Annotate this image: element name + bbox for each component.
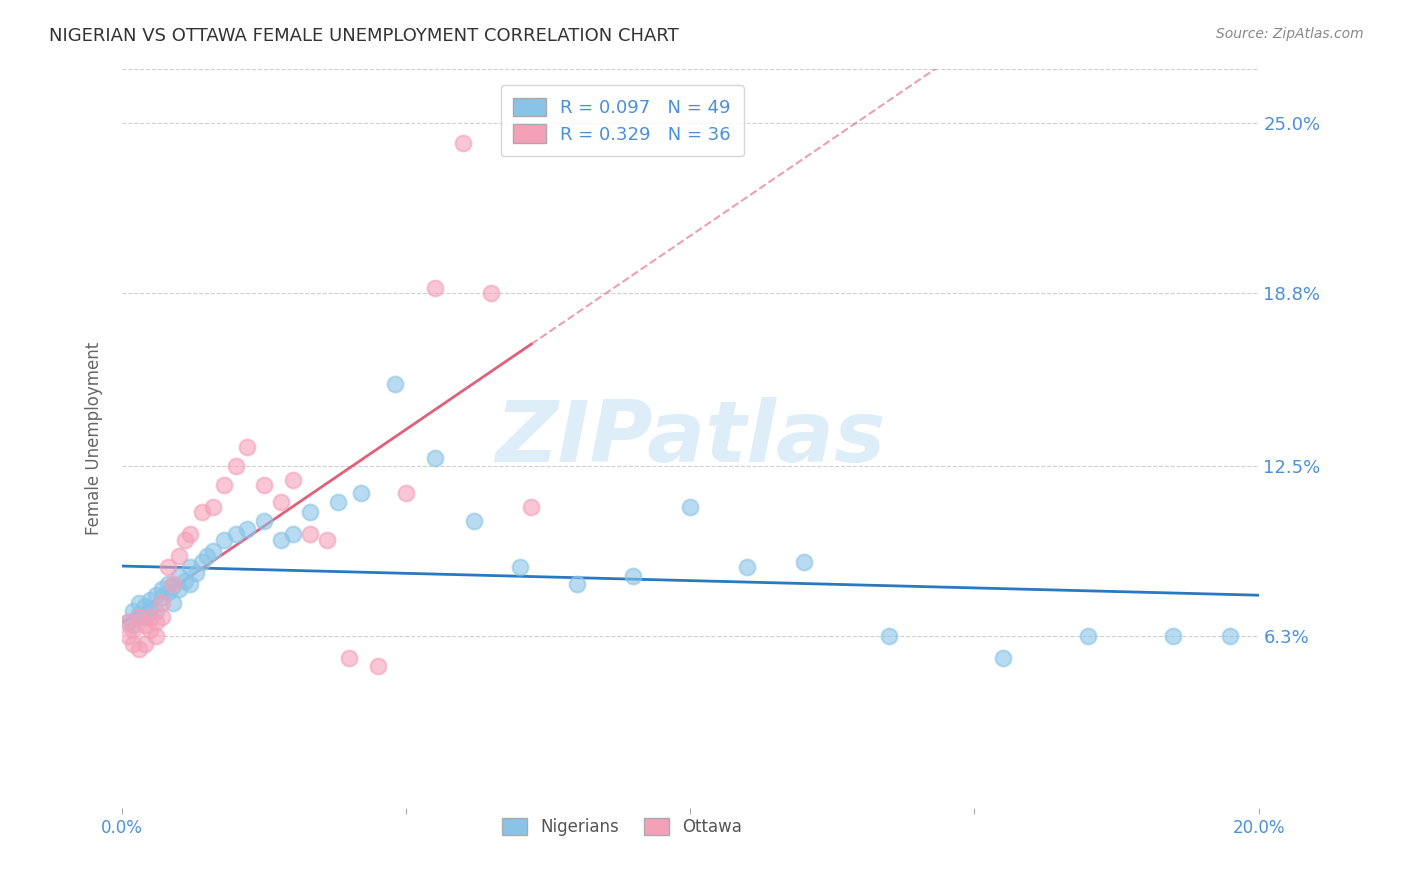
Point xyxy=(201,500,224,514)
Point xyxy=(156,576,179,591)
Point xyxy=(253,514,276,528)
Point xyxy=(128,642,150,657)
Point xyxy=(1219,629,1241,643)
Point xyxy=(156,585,179,599)
Point xyxy=(190,555,212,569)
Point xyxy=(162,596,184,610)
Point xyxy=(139,609,162,624)
Point xyxy=(281,527,304,541)
Point xyxy=(173,574,195,588)
Point xyxy=(134,637,156,651)
Legend: Nigerians, Ottawa: Nigerians, Ottawa xyxy=(494,810,751,845)
Point xyxy=(236,522,259,536)
Point xyxy=(509,560,531,574)
Point xyxy=(423,281,446,295)
Point xyxy=(326,494,349,508)
Point xyxy=(1163,629,1185,643)
Point xyxy=(162,579,184,593)
Point xyxy=(315,533,337,547)
Point xyxy=(122,624,145,638)
Point xyxy=(298,527,321,541)
Point xyxy=(184,566,207,580)
Point xyxy=(145,588,167,602)
Point xyxy=(236,440,259,454)
Point xyxy=(179,560,201,574)
Point xyxy=(201,544,224,558)
Point xyxy=(281,473,304,487)
Point xyxy=(793,555,815,569)
Text: Source: ZipAtlas.com: Source: ZipAtlas.com xyxy=(1216,27,1364,41)
Point xyxy=(179,527,201,541)
Point xyxy=(139,601,162,615)
Point xyxy=(463,514,485,528)
Point xyxy=(128,596,150,610)
Point xyxy=(167,582,190,597)
Point xyxy=(145,615,167,629)
Point xyxy=(337,650,360,665)
Point xyxy=(253,478,276,492)
Point xyxy=(134,599,156,613)
Point xyxy=(150,609,173,624)
Point xyxy=(167,549,190,564)
Point xyxy=(225,527,247,541)
Point xyxy=(128,609,150,624)
Point xyxy=(195,549,218,564)
Point xyxy=(623,568,645,582)
Point xyxy=(270,494,292,508)
Point xyxy=(139,624,162,638)
Point xyxy=(565,576,588,591)
Point xyxy=(679,500,702,514)
Point xyxy=(423,450,446,465)
Point xyxy=(162,576,184,591)
Point xyxy=(150,591,173,605)
Point xyxy=(145,629,167,643)
Point xyxy=(150,596,173,610)
Point xyxy=(298,506,321,520)
Point xyxy=(179,576,201,591)
Point xyxy=(122,617,145,632)
Point xyxy=(270,533,292,547)
Point xyxy=(150,582,173,597)
Point xyxy=(139,593,162,607)
Point xyxy=(122,637,145,651)
Point xyxy=(214,533,236,547)
Point xyxy=(145,604,167,618)
Point xyxy=(395,486,418,500)
Point xyxy=(1077,629,1099,643)
Text: NIGERIAN VS OTTAWA FEMALE UNEMPLOYMENT CORRELATION CHART: NIGERIAN VS OTTAWA FEMALE UNEMPLOYMENT C… xyxy=(49,27,679,45)
Point xyxy=(214,478,236,492)
Point xyxy=(122,604,145,618)
Point xyxy=(735,560,758,574)
Point xyxy=(117,615,139,629)
Point xyxy=(350,486,373,500)
Point xyxy=(128,607,150,621)
Point xyxy=(167,568,190,582)
Point xyxy=(384,376,406,391)
Point xyxy=(134,609,156,624)
Point xyxy=(367,659,389,673)
Y-axis label: Female Unemployment: Female Unemployment xyxy=(86,342,103,535)
Point xyxy=(520,500,543,514)
Point xyxy=(225,458,247,473)
Point xyxy=(481,286,503,301)
Point xyxy=(190,506,212,520)
Point xyxy=(134,617,156,632)
Point xyxy=(156,560,179,574)
Point xyxy=(451,136,474,150)
Point xyxy=(173,533,195,547)
Point xyxy=(877,629,900,643)
Point xyxy=(991,650,1014,665)
Text: ZIPatlas: ZIPatlas xyxy=(495,397,886,480)
Point xyxy=(117,615,139,629)
Point xyxy=(117,629,139,643)
